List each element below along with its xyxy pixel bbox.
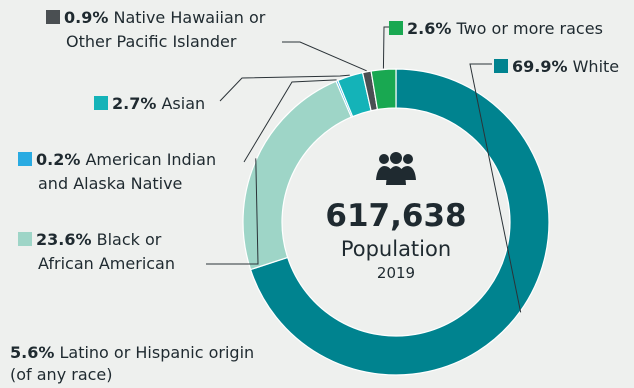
swatch-black bbox=[18, 232, 32, 246]
legend-asian: 2.7% Asian bbox=[94, 93, 205, 114]
population-label: Population bbox=[340, 237, 452, 261]
note-latino-line2-text: (of any race) bbox=[10, 365, 113, 384]
swatch-white bbox=[494, 59, 508, 73]
leader-two-or-more bbox=[382, 26, 391, 69]
name-american-indian-2: and Alaska Native bbox=[38, 174, 183, 193]
legend-native-hawaiian-line2: Other Pacific Islander bbox=[66, 31, 236, 52]
name-asian: Asian bbox=[161, 94, 206, 113]
people-icon bbox=[376, 152, 416, 185]
population-value: 617,638 bbox=[325, 198, 467, 234]
name-two-or-more: Two or more races bbox=[456, 19, 603, 38]
pct-two-or-more: 2.6% bbox=[407, 19, 452, 38]
name-american-indian-1: American Indian bbox=[85, 150, 217, 169]
note-latino-line1: Latino or Hispanic origin bbox=[59, 343, 255, 362]
leader-asian bbox=[219, 74, 350, 102]
legend-american-indian-line2: and Alaska Native bbox=[38, 173, 182, 194]
legend-white: 69.9% White bbox=[494, 56, 619, 77]
legend-american-indian: 0.2% American Indian bbox=[18, 149, 216, 170]
name-native-hawaiian-1: Native Hawaiian or bbox=[113, 8, 266, 27]
swatch-two-or-more bbox=[389, 21, 403, 35]
swatch-asian bbox=[94, 96, 108, 110]
swatch-american-indian bbox=[18, 152, 32, 166]
pct-latino: 5.6% bbox=[10, 343, 55, 362]
pct-american-indian: 0.2% bbox=[36, 150, 81, 169]
note-latino: 5.6% Latino or Hispanic origin bbox=[10, 342, 254, 363]
pct-white: 69.9% bbox=[512, 57, 568, 76]
name-black-2: African American bbox=[38, 254, 175, 273]
swatch-native-hawaiian bbox=[46, 10, 60, 24]
pct-black: 23.6% bbox=[36, 230, 92, 249]
leader-black bbox=[206, 158, 259, 265]
legend-black-line2: African American bbox=[38, 253, 175, 274]
pct-asian: 2.7% bbox=[112, 94, 157, 113]
note-latino-line2: (of any race) bbox=[10, 364, 113, 385]
name-white: White bbox=[572, 57, 620, 76]
legend-native-hawaiian: 0.9% Native Hawaiian or bbox=[46, 7, 265, 28]
legend-black: 23.6% Black or bbox=[18, 229, 161, 250]
name-native-hawaiian-2: Other Pacific Islander bbox=[66, 32, 237, 51]
leader-native-hawaiian bbox=[282, 41, 367, 72]
leader-american-indian bbox=[243, 79, 337, 163]
pct-native-hawaiian: 0.9% bbox=[64, 8, 109, 27]
legend-two-or-more: 2.6% Two or more races bbox=[389, 18, 603, 39]
name-black-1: Black or bbox=[96, 230, 162, 249]
slice-two-or-more bbox=[370, 68, 397, 111]
leader-white bbox=[469, 63, 522, 313]
slice-white bbox=[249, 68, 550, 376]
population-year: 2019 bbox=[376, 264, 416, 282]
